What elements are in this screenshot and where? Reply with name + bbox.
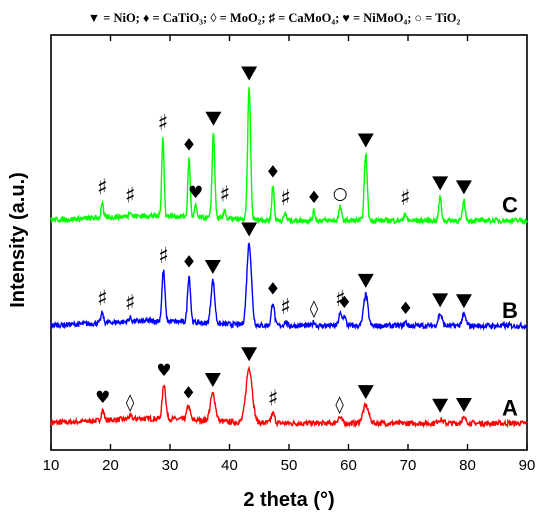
moo2-marker: ◊ [335,395,344,415]
nio-marker [432,398,449,413]
nio-marker [204,373,221,388]
x-tick-label: 80 [459,457,476,474]
x-tick-label: 50 [281,457,298,474]
nio-marker [455,294,472,309]
catio3-marker: ♦ [181,136,196,156]
svg-text:♯: ♯ [97,287,108,312]
nimoo4-marker: ♥ [95,388,110,408]
camoo4-marker: ♯ [280,295,291,320]
svg-text:♦: ♦ [398,299,413,319]
sample-label-a: A [502,395,518,420]
camoo4-marker: ♯ [158,244,169,269]
nimoo4-marker: ♥ [156,361,171,381]
camoo4-marker: ♯ [400,186,411,211]
camoo4-marker: ♯ [219,182,230,207]
nimoo4-marker: ♥ [188,183,203,203]
nio-marker [241,222,258,237]
nio-marker [357,273,374,288]
svg-text:♯: ♯ [158,111,169,136]
nio-marker [241,347,258,362]
catio3-marker: ♦ [181,383,196,403]
moo2-marker: ◊ [126,393,135,413]
nio-marker [357,133,374,148]
catio3-marker: ♦ [265,279,280,299]
svg-text:♦: ♦ [265,279,280,299]
camoo4-marker: ♯ [125,184,136,209]
moo2-marker: ◊ [310,299,319,319]
catio3-marker: ♦ [181,253,196,273]
tio2-marker: ○ [333,184,348,204]
plot-frame [50,34,528,451]
sample-label-b: B [502,298,518,323]
svg-text:♦: ♦ [337,293,352,313]
nio-marker [357,385,374,400]
svg-text:◊: ◊ [310,299,319,319]
svg-text:♯: ♯ [400,186,411,211]
svg-text:♦: ♦ [265,162,280,182]
sample-label-layer: A B C [502,193,518,421]
x-tick-label: 90 [519,457,536,474]
pattern-a [50,365,528,429]
svg-text:♯: ♯ [219,182,230,207]
svg-text:♯: ♯ [280,295,291,320]
nio-marker [455,397,472,412]
svg-text:♯: ♯ [125,184,136,209]
y-axis-label: Intensity (a.u.) [7,172,29,308]
svg-text:♯: ♯ [158,244,169,269]
nio-marker [204,259,221,274]
svg-text:○: ○ [333,184,348,204]
svg-text:◊: ◊ [126,393,135,413]
camoo4-marker: ♯ [125,291,136,316]
x-axis-label: 2 theta (°) [243,489,334,511]
svg-text:♯: ♯ [125,291,136,316]
svg-text:♯: ♯ [97,175,108,200]
svg-text:♥: ♥ [188,183,203,203]
x-tick-label: 60 [340,457,357,474]
catio3-marker: ♦ [265,162,280,182]
nio-marker [241,66,258,81]
pattern-b [50,242,528,331]
camoo4-marker: ♯ [158,111,169,136]
svg-text:♦: ♦ [181,136,196,156]
nio-marker [432,293,449,308]
catio3-marker: ♦ [337,293,352,313]
camoo4-marker: ♯ [335,287,346,312]
svg-text:♥: ♥ [95,388,110,408]
svg-text:♯: ♯ [335,287,346,312]
camoo4-marker: ♯ [268,387,279,412]
svg-text:♦: ♦ [306,188,321,208]
svg-text:♯: ♯ [280,186,291,211]
x-tick-label: 40 [221,457,238,474]
nio-marker [205,111,222,126]
catio3-marker: ♦ [306,188,321,208]
camoo4-marker: ♯ [280,186,291,211]
phase-legend: ▼ = NiO; ♦ = CaTiO₃; ◊ = MoO₂; ♯ = CaMoO… [88,11,461,25]
svg-text:♦: ♦ [181,383,196,403]
series-layer [50,87,528,429]
nio-marker [455,180,472,195]
x-tick-label: 10 [43,457,60,474]
x-tick-label: 70 [400,457,417,474]
svg-text:♦: ♦ [181,253,196,273]
catio3-marker: ♦ [398,299,413,319]
nio-marker [432,176,449,191]
x-tick-label: 30 [162,457,179,474]
pattern-c [50,87,528,226]
sample-label-c: C [502,193,518,218]
x-axis-ticks: 10 20 30 40 50 60 70 80 90 [43,35,536,474]
svg-text:♥: ♥ [156,361,171,381]
camoo4-marker: ♯ [97,287,108,312]
svg-text:◊: ◊ [335,395,344,415]
svg-text:♯: ♯ [268,387,279,412]
x-tick-label: 20 [102,457,119,474]
marker-layer: ♥ ◊♥♦ ♯ ◊♯ ♯♯ ♦♦♯ ◊ ♯♦ ♦♯ ♯♯♦♥ ♯♦♯ ♦ ○ ♯ [95,66,472,415]
camoo4-marker: ♯ [97,175,108,200]
